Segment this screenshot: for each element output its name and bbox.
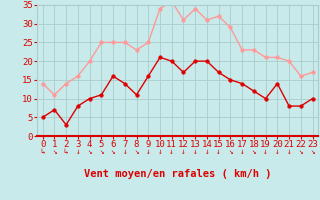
Text: ↘: ↘ bbox=[228, 147, 233, 156]
Text: ↓: ↓ bbox=[76, 147, 80, 156]
Text: ↘: ↘ bbox=[252, 147, 256, 156]
Text: ↘: ↘ bbox=[87, 147, 92, 156]
Text: ↓: ↓ bbox=[275, 147, 280, 156]
X-axis label: Vent moyen/en rafales ( km/h ): Vent moyen/en rafales ( km/h ) bbox=[84, 169, 271, 179]
Text: ↘: ↘ bbox=[299, 147, 303, 156]
Text: ↓: ↓ bbox=[123, 147, 127, 156]
Text: ↘: ↘ bbox=[99, 147, 104, 156]
Text: ↓: ↓ bbox=[169, 147, 174, 156]
Text: ↓: ↓ bbox=[193, 147, 197, 156]
Text: ↓: ↓ bbox=[216, 147, 221, 156]
Text: ↘: ↘ bbox=[52, 147, 57, 156]
Text: ↓: ↓ bbox=[287, 147, 292, 156]
Text: ↓: ↓ bbox=[158, 147, 162, 156]
Text: ↓: ↓ bbox=[204, 147, 209, 156]
Text: ↳: ↳ bbox=[64, 147, 68, 156]
Text: ↘: ↘ bbox=[134, 147, 139, 156]
Text: ↘: ↘ bbox=[111, 147, 116, 156]
Text: ↘: ↘ bbox=[310, 147, 315, 156]
Text: ↓: ↓ bbox=[240, 147, 244, 156]
Text: ↳: ↳ bbox=[40, 147, 45, 156]
Text: ↓: ↓ bbox=[181, 147, 186, 156]
Text: ↓: ↓ bbox=[263, 147, 268, 156]
Text: ↓: ↓ bbox=[146, 147, 151, 156]
